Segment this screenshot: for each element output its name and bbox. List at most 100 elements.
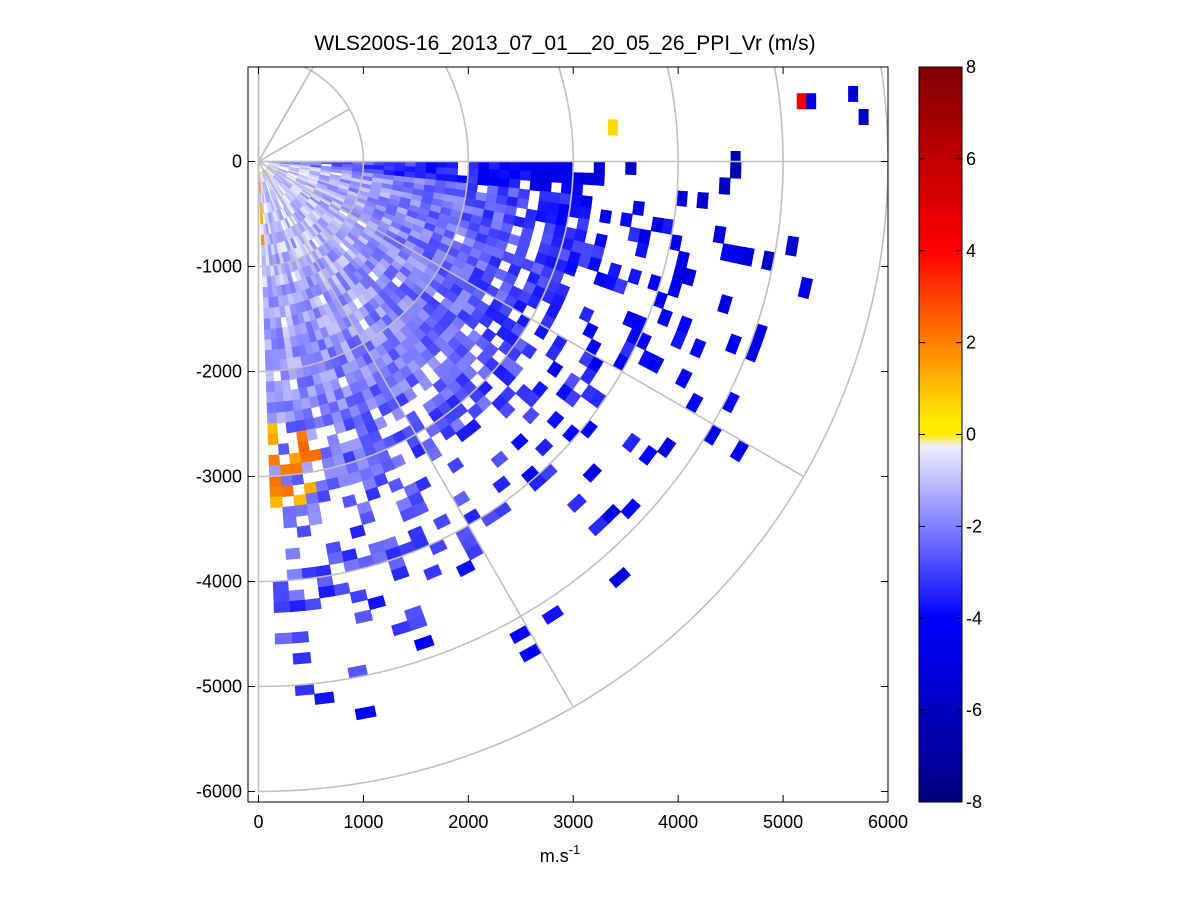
velocity-cell [509, 169, 521, 181]
velocity-cell [292, 651, 312, 665]
velocity-cell [425, 167, 438, 175]
velocity-cell [466, 175, 479, 185]
velocity-cell [425, 161, 438, 169]
velocity-cell [549, 191, 562, 205]
velocity-cell [519, 170, 532, 181]
velocity-cell [269, 317, 277, 330]
velocity-cell [263, 307, 270, 320]
x-tick-label: 5000 [763, 812, 803, 832]
velocity-cell [261, 255, 267, 267]
velocity-cell [488, 169, 501, 179]
velocity-cell [285, 547, 301, 560]
velocity-cell [447, 457, 465, 474]
velocity-cell [261, 244, 266, 257]
velocity-cell [740, 246, 755, 267]
velocity-cell [689, 338, 707, 359]
velocity-cell [599, 209, 613, 224]
velocity-cell [432, 513, 452, 531]
velocity-cell [785, 235, 800, 257]
velocity-cell [269, 328, 278, 340]
velocity-cell [571, 183, 584, 196]
x-axis-ticks: 0 1000 2000 3000 4000 5000 6000 [253, 67, 908, 832]
x-axis-label: m.s-1 [540, 842, 581, 866]
velocity-cell [265, 360, 274, 372]
velocity-cell [582, 463, 603, 483]
colorbar-tick-label: -8 [966, 792, 982, 812]
velocity-cell [521, 343, 538, 360]
velocity-cell [566, 493, 587, 514]
velocity-cell [404, 161, 417, 168]
velocity-cell [277, 443, 290, 456]
velocity-cell [266, 402, 277, 414]
polar-grid [257, 67, 888, 793]
velocity-cell [806, 93, 817, 110]
y-tick-label: -3000 [196, 467, 242, 487]
velocity-cell [349, 589, 368, 604]
velocity-cell [270, 338, 279, 351]
velocity-cell [446, 167, 459, 176]
velocity-cell [291, 398, 303, 412]
colorbar-tick-label: 6 [966, 149, 976, 169]
velocity-cell [730, 151, 741, 167]
colorbar [918, 66, 963, 803]
velocity-cell [273, 380, 283, 393]
colorbar-ticks: 8 6 4 2 0 -2 -4 -6 -8 [919, 57, 982, 812]
velocity-cell [725, 333, 742, 355]
x-tick-label: 2000 [448, 812, 488, 832]
x-tick-label: 4000 [658, 812, 698, 832]
velocity-cell [264, 339, 273, 351]
velocity-cell [269, 475, 282, 488]
y-tick-label: 0 [232, 152, 242, 172]
velocity-cell [797, 276, 814, 300]
velocity-cell [541, 161, 553, 173]
velocity-cell [572, 172, 584, 185]
velocity-cell [299, 450, 312, 464]
velocity-cell [268, 464, 281, 477]
velocity-cell [297, 440, 310, 453]
grid-spoke [257, 70, 312, 162]
velocity-cell [262, 297, 270, 309]
velocity-cell [455, 559, 476, 578]
velocity-cell [391, 620, 412, 637]
velocity-cell [796, 93, 807, 110]
velocity-cell [275, 411, 287, 424]
velocity-cell [278, 358, 289, 371]
velocity-cell [341, 494, 358, 509]
velocity-cell [509, 161, 522, 172]
velocity-cell [516, 197, 529, 210]
velocity-cell [307, 512, 323, 526]
velocity-cell [318, 585, 336, 599]
velocity-cell [284, 410, 296, 423]
velocity-cell [280, 484, 294, 498]
y-tick-label: -2000 [196, 362, 242, 382]
velocity-cell [561, 171, 574, 184]
velocity-cell [467, 168, 480, 178]
velocity-cell [294, 504, 309, 517]
velocity-cell [436, 167, 448, 176]
velocity-cell [546, 360, 564, 378]
plot-frame [247, 66, 889, 803]
y-tick-label: -5000 [196, 677, 242, 697]
grid-spoke [257, 161, 312, 253]
velocity-cell [423, 564, 443, 581]
velocity-cell [477, 176, 490, 186]
velocity-cell [656, 308, 673, 328]
velocity-cell [530, 161, 543, 172]
velocity-cell [681, 267, 697, 287]
velocity-cell [578, 206, 592, 221]
velocity-cell [540, 171, 553, 183]
velocity-cell [304, 597, 322, 611]
velocity-cell [349, 524, 366, 539]
velocity-cell [283, 400, 294, 413]
velocity-cell [499, 161, 511, 171]
velocity-cell [541, 604, 565, 625]
velocity-cell [498, 401, 516, 419]
velocity-cell [534, 438, 554, 457]
velocity-cell [498, 177, 511, 189]
velocity-cell [269, 496, 283, 509]
velocity-cell [387, 477, 404, 493]
velocity-cell [293, 409, 305, 422]
velocity-cell [296, 525, 312, 538]
velocity-cell [265, 381, 275, 393]
x-tick-label: 1000 [343, 812, 383, 832]
